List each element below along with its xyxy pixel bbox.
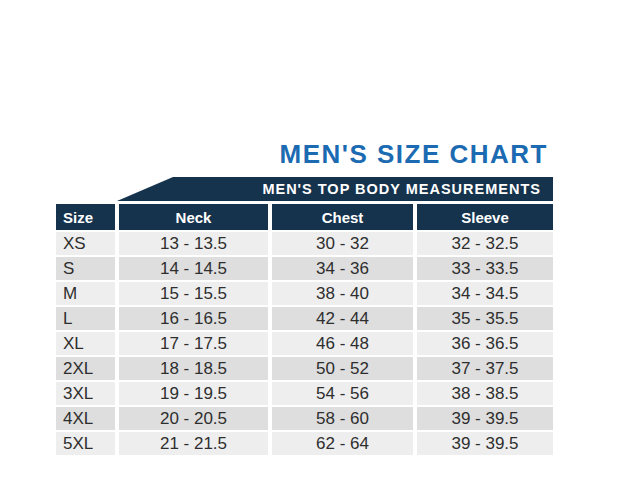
neck-cell: 20 - 20.5 (119, 407, 268, 430)
sleeve-cell: 32 - 32.5 (417, 232, 553, 255)
chest-cell: 34 - 36 (272, 257, 413, 280)
chest-cell: 30 - 32 (272, 232, 413, 255)
sleeve-cell: 38 - 38.5 (417, 382, 553, 405)
chest-cell: 62 - 64 (272, 432, 413, 455)
chest-cell: 54 - 56 (272, 382, 413, 405)
size-cell: M (56, 282, 115, 305)
page-root: MEN'S SIZE CHART MEN'S TOP BODY MEASUREM… (0, 0, 624, 486)
neck-cell: 21 - 21.5 (119, 432, 268, 455)
chest-cell: 38 - 40 (272, 282, 413, 305)
sleeve-cell: 37 - 37.5 (417, 357, 553, 380)
measurements-banner-label: MEN'S TOP BODY MEASUREMENTS (262, 181, 541, 197)
chest-cell: 42 - 44 (272, 307, 413, 330)
neck-cell: 16 - 16.5 (119, 307, 268, 330)
header-cell-size: Size (56, 204, 115, 230)
sleeve-cell: 34 - 34.5 (417, 282, 553, 305)
neck-cell: 14 - 14.5 (119, 257, 268, 280)
header-cell-sleeve: Sleeve (417, 204, 553, 230)
header-cell-neck: Neck (119, 204, 268, 230)
chest-cell: 46 - 48 (272, 332, 413, 355)
sleeve-cell: 33 - 33.5 (417, 257, 553, 280)
size-cell: L (56, 307, 115, 330)
neck-cell: 19 - 19.5 (119, 382, 268, 405)
neck-cell: 15 - 15.5 (119, 282, 268, 305)
neck-cell: 13 - 13.5 (119, 232, 268, 255)
size-cell: 3XL (56, 382, 115, 405)
header-cell-chest: Chest (272, 204, 413, 230)
size-cell: XS (56, 232, 115, 255)
measurements-banner: MEN'S TOP BODY MEASUREMENTS (117, 177, 553, 201)
size-cell: 5XL (56, 432, 115, 455)
page-title: MEN'S SIZE CHART (56, 139, 548, 170)
sleeve-cell: 39 - 39.5 (417, 432, 553, 455)
size-cell: S (56, 257, 115, 280)
neck-cell: 17 - 17.5 (119, 332, 268, 355)
size-cell: XL (56, 332, 115, 355)
size-cell: 4XL (56, 407, 115, 430)
sleeve-cell: 39 - 39.5 (417, 407, 553, 430)
neck-cell: 18 - 18.5 (119, 357, 268, 380)
sleeve-cell: 35 - 35.5 (417, 307, 553, 330)
size-cell: 2XL (56, 357, 115, 380)
sleeve-cell: 36 - 36.5 (417, 332, 553, 355)
size-table: Size Neck Chest Sleeve XS 13 - 13.5 30 -… (56, 204, 553, 455)
chest-cell: 58 - 60 (272, 407, 413, 430)
chest-cell: 50 - 52 (272, 357, 413, 380)
